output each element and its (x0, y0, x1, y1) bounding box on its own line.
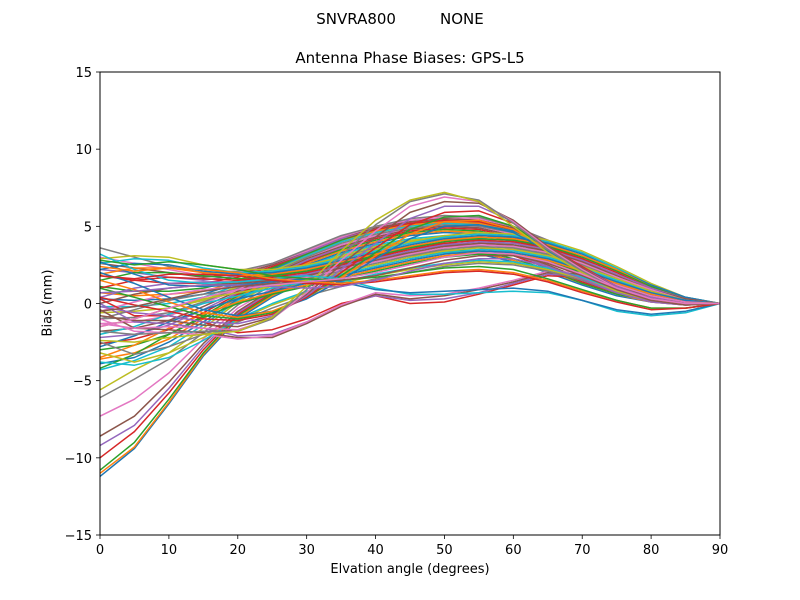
x-tick-label: 20 (230, 543, 247, 558)
series-line-32 (99, 236, 721, 305)
series-line-55 (99, 205, 720, 325)
x-tick-label: 40 (367, 543, 384, 558)
series-line-33 (99, 237, 721, 305)
x-tick-label: 30 (298, 543, 315, 558)
series-line-34 (99, 239, 721, 305)
series-line-35 (99, 241, 721, 305)
x-ticks: 0 10 20 30 40 50 60 70 80 90 (96, 535, 728, 558)
series-line-66 (99, 254, 721, 312)
series-line-30 (99, 233, 721, 305)
series-line-67 (99, 251, 720, 328)
figure-suptitle: SNVRA800 NONE (0, 10, 800, 28)
series-line-42 (99, 251, 721, 359)
series-line-40 (99, 248, 721, 336)
series-lines (99, 191, 721, 477)
suptitle-antenna: SNVRA800 (316, 10, 396, 28)
series-line-39 (99, 247, 721, 328)
y-tick-label: −15 (65, 529, 92, 544)
series-line-64 (99, 270, 721, 311)
series-line-59 (99, 191, 720, 343)
series-line-60 (99, 253, 721, 317)
x-tick-label: 90 (712, 543, 729, 558)
suptitle-radome: NONE (439, 10, 484, 28)
series-line-61 (99, 261, 721, 316)
y-tick-label: −5 (73, 375, 92, 390)
y-tick-label: 10 (75, 143, 92, 158)
x-tick-label: 60 (505, 543, 522, 558)
y-tick-label: 15 (75, 66, 92, 81)
y-tick-label: 0 (84, 298, 92, 313)
x-tick-label: 10 (161, 543, 178, 558)
series-line-65 (99, 257, 721, 306)
x-axis-label: Elvation angle (degrees) (330, 562, 490, 577)
y-tick-label: −10 (65, 452, 92, 467)
x-tick-label: 80 (643, 543, 660, 558)
chart-title: Antenna Phase Biases: GPS-L5 (295, 49, 525, 67)
series-line-63 (99, 259, 721, 309)
x-tick-label: 50 (436, 543, 453, 558)
x-tick-label: 0 (96, 543, 104, 558)
y-ticks: −15 −10 −5 0 5 10 15 (65, 66, 100, 544)
y-tick-label: 5 (84, 220, 92, 235)
series-line-37 (99, 244, 721, 312)
x-tick-label: 70 (574, 543, 591, 558)
